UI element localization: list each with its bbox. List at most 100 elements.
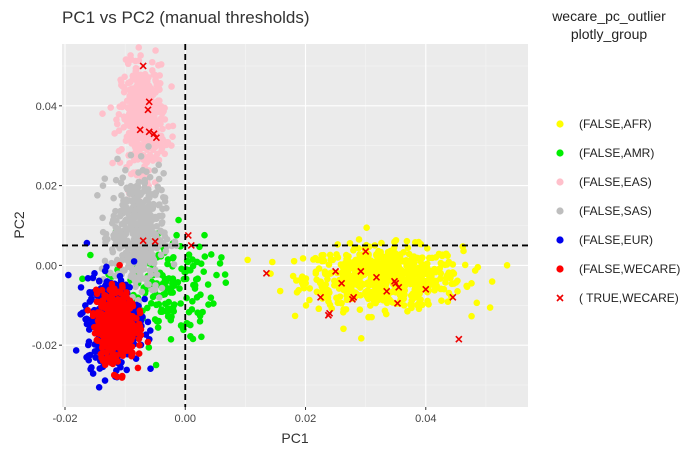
data-point — [101, 377, 109, 384]
data-point — [415, 264, 423, 272]
data-point — [138, 81, 146, 89]
data-point — [188, 306, 196, 313]
data-point — [123, 366, 131, 374]
data-point — [184, 258, 192, 266]
data-point — [410, 253, 418, 260]
data-point — [89, 370, 97, 377]
data-point — [93, 290, 101, 298]
data-point — [132, 103, 140, 111]
data-point — [145, 74, 152, 81]
data-point — [138, 259, 146, 267]
data-point — [354, 269, 361, 276]
data-point — [145, 210, 153, 217]
data-point — [419, 271, 426, 278]
data-point — [134, 182, 141, 189]
legend-label: (FALSE,EAS) — [579, 175, 652, 189]
data-point — [95, 330, 103, 337]
threshold-lines — [62, 44, 528, 407]
data-point — [180, 275, 188, 283]
data-point — [125, 131, 133, 138]
y-tick-label: 0.04 — [36, 101, 57, 113]
data-point — [124, 209, 131, 217]
data-point — [291, 312, 299, 320]
data-point — [151, 167, 159, 174]
data-point — [128, 327, 135, 334]
data-point — [147, 365, 154, 372]
data-point — [161, 116, 169, 123]
data-point — [140, 206, 148, 214]
data-point — [105, 295, 113, 302]
data-point — [143, 280, 151, 288]
data-point — [157, 141, 165, 149]
data-point — [160, 169, 167, 177]
data-point — [77, 310, 84, 318]
data-point — [134, 364, 142, 372]
data-point — [175, 216, 182, 224]
data-point — [115, 322, 123, 330]
data-point-x — [393, 299, 402, 307]
data-point — [161, 300, 169, 308]
data-point — [111, 351, 118, 358]
data-point — [103, 354, 111, 362]
data-point — [213, 271, 220, 279]
data-point — [365, 313, 372, 321]
data-point — [404, 307, 411, 315]
data-point — [154, 324, 162, 331]
data-point — [187, 332, 194, 340]
data-point — [168, 284, 175, 292]
data-point — [183, 294, 190, 302]
data-point — [449, 261, 457, 268]
data-point — [158, 212, 166, 220]
data-point — [110, 287, 118, 294]
data-point — [83, 315, 90, 323]
data-point — [144, 104, 152, 112]
data-point — [327, 256, 334, 264]
data-point — [137, 331, 145, 339]
data-point — [152, 76, 159, 84]
data-point — [84, 307, 92, 314]
data-point — [155, 85, 163, 92]
data-point — [119, 174, 127, 181]
data-point — [437, 285, 445, 293]
data-point — [159, 193, 167, 201]
data-point — [107, 269, 114, 277]
data-point — [161, 150, 169, 158]
data-point — [174, 278, 182, 286]
data-point — [101, 175, 109, 182]
series-6 — [136, 62, 463, 343]
data-point — [368, 288, 376, 296]
data-point — [218, 254, 225, 261]
data-point — [94, 337, 102, 345]
legend-label: (FALSE,AMR) — [579, 146, 654, 160]
data-point — [165, 123, 172, 130]
data-point — [140, 108, 148, 116]
data-point — [143, 121, 150, 129]
data-point — [118, 146, 125, 153]
data-point — [448, 280, 456, 288]
data-point — [147, 300, 155, 307]
data-point — [108, 219, 116, 227]
data-point — [385, 295, 392, 303]
data-point — [152, 215, 160, 222]
data-point — [168, 142, 175, 149]
data-point — [140, 265, 148, 273]
data-point — [442, 279, 449, 286]
data-point — [169, 133, 176, 140]
data-point — [155, 156, 163, 164]
data-point — [196, 312, 204, 320]
data-point — [119, 266, 127, 274]
data-point — [155, 201, 162, 209]
data-point-x — [139, 237, 147, 245]
data-point — [423, 279, 430, 286]
data-point — [89, 312, 97, 320]
data-point — [145, 82, 153, 89]
data-point — [93, 298, 101, 306]
data-point-x — [422, 285, 430, 293]
data-point — [113, 116, 120, 123]
data-point — [154, 105, 162, 113]
data-point-x — [145, 98, 153, 106]
data-point — [99, 214, 106, 222]
data-point — [135, 57, 143, 64]
data-point — [358, 262, 365, 269]
data-point — [161, 232, 169, 240]
